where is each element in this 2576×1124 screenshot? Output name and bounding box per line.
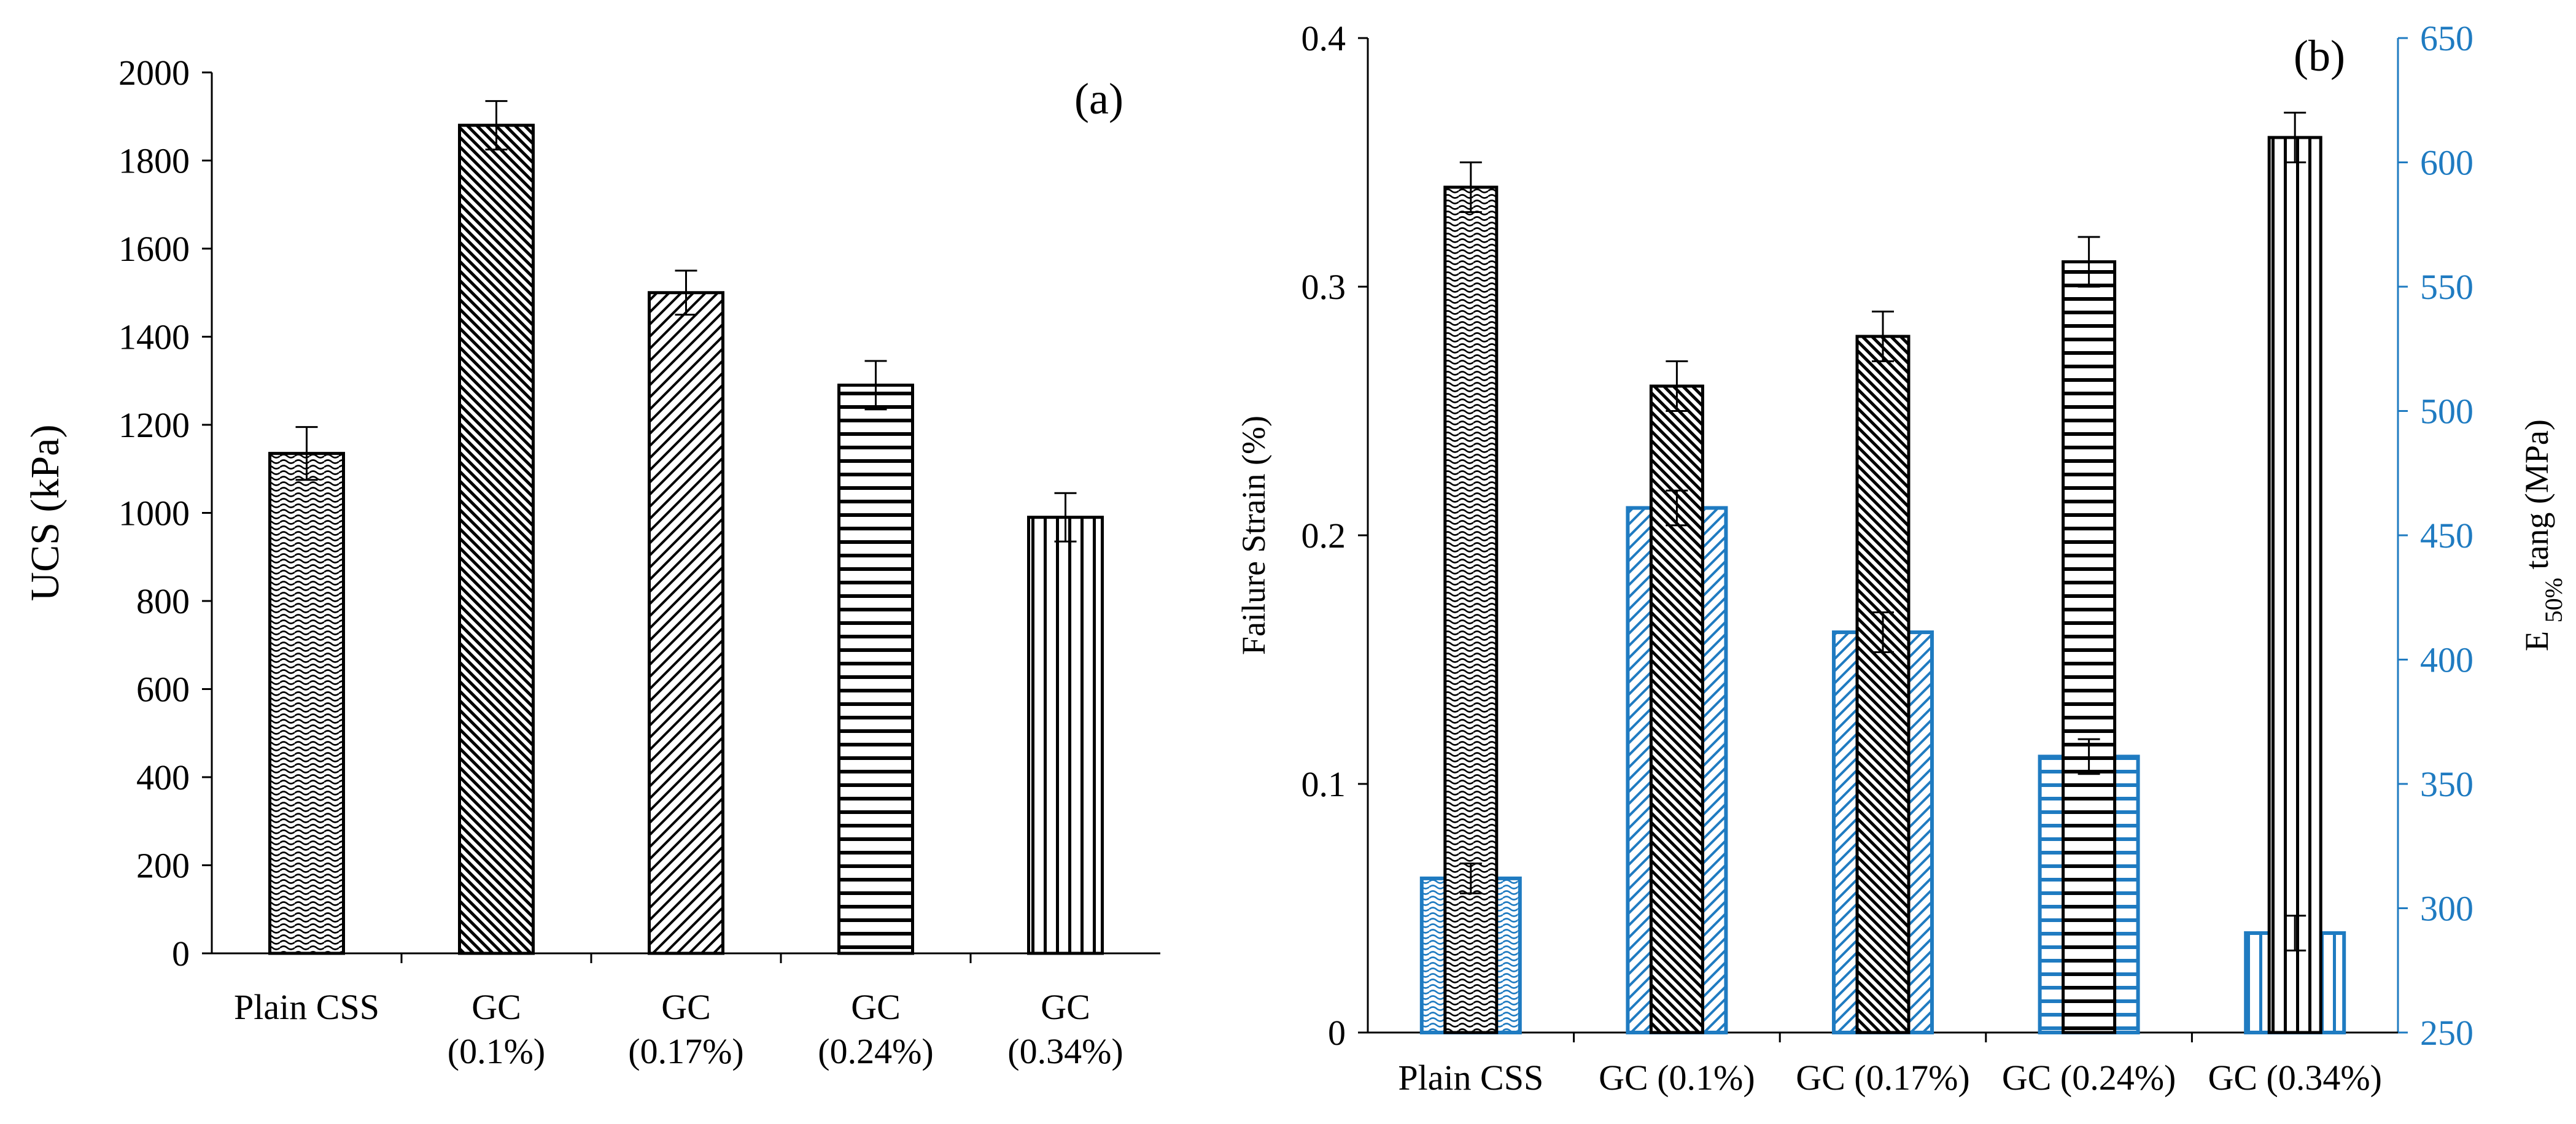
failure-strain-bar (1855, 335, 1911, 1034)
y-tick-label: 600 (136, 670, 190, 710)
bar (268, 452, 345, 955)
y-tick-label: 2000 (118, 53, 190, 93)
right-y-tick-label: 450 (2420, 516, 2473, 556)
right-y-tick-label: 650 (2420, 18, 2473, 58)
y-tick-label: 800 (136, 581, 190, 621)
left-y-axis-title: Failure Strain (%) (1235, 416, 1272, 655)
x-tick-label: Plain CSS (234, 987, 379, 1027)
x-tick-label: (0.1%) (448, 1031, 545, 1071)
right-y-tick-label: 300 (2420, 889, 2473, 929)
right-y-axis-title: E 50% tang (MPa) (2518, 419, 2567, 651)
right-y-axis-title-main: E (2518, 622, 2555, 651)
x-tick-label: GC (0.17%) (1796, 1058, 1970, 1098)
y-tick-label: 400 (136, 758, 190, 797)
y-tick-label: 1800 (118, 141, 190, 181)
right-y-axis-title-rest: tang (MPa) (2518, 419, 2555, 578)
right-y-tick-label: 550 (2420, 267, 2473, 307)
y-tick-label: 1000 (118, 494, 190, 533)
right-y-tick-label: 400 (2420, 640, 2473, 680)
x-tick-label: (0.24%) (818, 1031, 933, 1071)
bar (458, 123, 535, 955)
bar (1027, 516, 1104, 955)
x-tick-label: GC (471, 987, 521, 1027)
x-tick-label: GC (1041, 987, 1090, 1027)
left-y-tick-label: 0.1 (1302, 764, 1346, 804)
y-tick-label: 0 (172, 934, 190, 974)
x-tick-label: GC (0.1%) (1599, 1058, 1755, 1098)
right-y-tick-label: 250 (2420, 1013, 2473, 1053)
failure-strain-bar (1443, 185, 1499, 1034)
x-tick-label: GC (0.34%) (2208, 1058, 2382, 1098)
panel-a-ucs-chart: 0 200 400 600 800 1000 1200 1400 1600 1800 2000 Pla… (23, 53, 1160, 1071)
left-y-tick-label: 0.4 (1302, 18, 1346, 58)
bar (837, 383, 914, 955)
y-tick-label: 1200 (118, 405, 190, 445)
y-axis-title: UCS (kPa) (23, 425, 68, 602)
x-tick-label: GC (661, 987, 711, 1027)
x-tick-label: (0.17%) (628, 1031, 743, 1071)
left-y-tick-label: 0.3 (1302, 267, 1346, 307)
x-tick-label: GC (0.24%) (2002, 1058, 2176, 1098)
failure-strain-bar (1649, 384, 1704, 1034)
right-y-tick-label: 500 (2420, 392, 2473, 432)
x-tick-label: Plain CSS (1398, 1058, 1543, 1098)
panel-b-strain-modulus-chart: 0 0.1 0.2 0.3 0.4 250 300 350 400 450 500 550 600 650… (1235, 18, 2567, 1098)
right-y-axis-title-subscript: 50% (2540, 578, 2567, 622)
right-y-tick-label: 600 (2420, 143, 2473, 183)
failure-strain-bar (2062, 260, 2117, 1034)
left-y-tick-label: 0 (1328, 1013, 1346, 1053)
right-y-tick-label: 350 (2420, 764, 2473, 804)
y-tick-label: 1400 (118, 317, 190, 357)
bar (648, 291, 724, 955)
x-tick-label: GC (851, 987, 901, 1027)
failure-strain-bar (2267, 136, 2322, 1034)
y-tick-label: 200 (136, 846, 190, 886)
y-tick-label: 1600 (118, 229, 190, 269)
x-tick-label: (0.34%) (1007, 1031, 1123, 1071)
panel-label: (a) (1074, 74, 1123, 123)
panel-label: (b) (2294, 31, 2345, 80)
left-y-tick-label: 0.2 (1302, 516, 1346, 556)
